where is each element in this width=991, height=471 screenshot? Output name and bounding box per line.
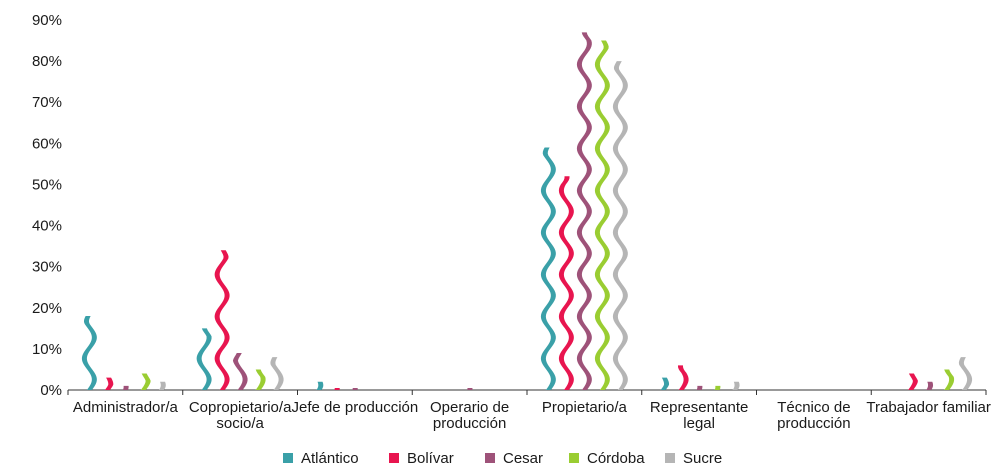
bar-bolivar-4 bbox=[558, 176, 574, 390]
y-tick-label: 90% bbox=[32, 12, 62, 29]
bar-cordoba-4 bbox=[594, 40, 610, 391]
bar-sucre-0 bbox=[158, 381, 166, 390]
y-tick-label: 0% bbox=[40, 382, 62, 399]
legend-item-bolivar: Bolívar bbox=[389, 450, 454, 467]
bar-cesar-4 bbox=[576, 32, 592, 390]
bar-cesar-2 bbox=[352, 387, 358, 390]
bar-bolivar-2 bbox=[334, 387, 340, 390]
bar-bolivar-0 bbox=[104, 377, 114, 390]
legend-swatch bbox=[485, 453, 495, 463]
bar-atlantico-1 bbox=[196, 328, 212, 390]
legend-item-cordoba: Córdoba bbox=[569, 450, 645, 467]
bar-atlantico-5 bbox=[660, 377, 670, 390]
bar-cordoba-1 bbox=[255, 369, 266, 390]
legend: Atlántico Bolívar Cesar Córdoba Sucre bbox=[283, 450, 722, 467]
bar-cordoba-0 bbox=[140, 373, 151, 390]
x-tick-label: Representante legal bbox=[650, 399, 748, 432]
y-tick-label: 40% bbox=[32, 218, 62, 235]
y-tick-label: 30% bbox=[32, 259, 62, 276]
plot-area bbox=[81, 32, 973, 391]
x-tick-label: Propietario/a bbox=[542, 399, 628, 416]
y-tick-label: 10% bbox=[32, 341, 62, 358]
legend-swatch bbox=[569, 453, 579, 463]
bar-cordoba-5 bbox=[714, 385, 721, 390]
y-tick-label: 60% bbox=[32, 135, 62, 152]
legend-item-atlantico: Atlántico bbox=[283, 450, 359, 467]
bar-atlantico-2 bbox=[316, 381, 324, 390]
x-tick-label: Operario de producción bbox=[430, 399, 509, 432]
bar-sucre-1 bbox=[270, 357, 284, 390]
y-tick-label: 80% bbox=[32, 53, 62, 70]
bar-sucre-5 bbox=[732, 381, 740, 390]
x-tick-label: Jefe de producción bbox=[291, 399, 418, 416]
legend-item-sucre: Sucre bbox=[665, 450, 722, 467]
legend-label: Atlántico bbox=[301, 450, 359, 467]
y-tick-label: 20% bbox=[32, 300, 62, 317]
legend-label: Sucre bbox=[683, 450, 722, 467]
y-tick-label: 50% bbox=[32, 176, 62, 193]
bar-sucre-4 bbox=[612, 61, 628, 391]
bar-cordoba-7 bbox=[944, 369, 955, 390]
bar-bolivar-1 bbox=[214, 250, 230, 390]
bar-bolivar-7 bbox=[908, 373, 918, 390]
bar-atlantico-0 bbox=[81, 316, 97, 390]
x-tick-label: Técnico de producción bbox=[777, 399, 850, 432]
legend-label: Bolívar bbox=[407, 450, 454, 467]
bar-cesar-3 bbox=[467, 387, 473, 390]
legend-item-cesar: Cesar bbox=[485, 450, 543, 467]
bar-bolivar-5 bbox=[677, 365, 689, 390]
x-axis: Administrador/a Copropietario/a socio/aJef… bbox=[67, 389, 991, 432]
legend-label: Cesar bbox=[503, 450, 543, 467]
x-tick-label: Trabajador familiar bbox=[866, 399, 991, 416]
legend-swatch bbox=[283, 453, 293, 463]
x-tick-label: Copropietario/a socio/a bbox=[189, 399, 292, 432]
bar-atlantico-4 bbox=[540, 147, 556, 390]
bar-cesar-0 bbox=[122, 385, 129, 390]
bar-cesar-1 bbox=[232, 353, 248, 390]
bar-cesar-7 bbox=[926, 381, 934, 390]
bar-sucre-7 bbox=[958, 357, 973, 390]
x-tick-label: Administrador/a bbox=[73, 399, 179, 416]
bar-cesar-5 bbox=[696, 385, 703, 390]
legend-swatch bbox=[389, 453, 399, 463]
y-axis: 0% 10% 20% 30% 40% 50% 60% 70% 80% 90% bbox=[32, 12, 62, 399]
y-tick-label: 70% bbox=[32, 94, 62, 111]
legend-label: Córdoba bbox=[587, 450, 645, 467]
legend-swatch bbox=[665, 453, 675, 463]
